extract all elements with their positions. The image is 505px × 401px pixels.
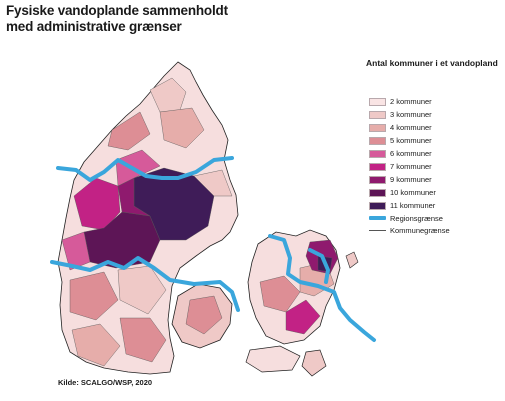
island-lolland	[245, 345, 301, 373]
legend-label: 7 kommuner	[390, 162, 432, 171]
legend-item: 3 kommuner	[369, 108, 436, 121]
jutland	[57, 61, 239, 375]
zealand-area-1	[259, 275, 301, 313]
legend-swatch	[369, 188, 386, 197]
legend-item: 4 kommuner	[369, 121, 436, 134]
legend-swatch	[369, 97, 386, 106]
legend-label: 6 kommuner	[390, 149, 432, 158]
area-north-1	[149, 77, 187, 113]
area-south-1	[69, 271, 119, 321]
legend-line-item: Kommunegrænse	[369, 224, 450, 236]
legend-label: 3 kommuner	[390, 110, 432, 119]
area-south-4	[119, 317, 167, 363]
legend-swatch	[369, 162, 386, 171]
funen-area	[185, 295, 223, 335]
region-border-zealand	[268, 234, 376, 342]
funen	[171, 283, 233, 349]
area-north-3	[159, 107, 205, 149]
legend-swatch	[369, 175, 386, 184]
region-border-south	[50, 256, 240, 312]
region-borders	[50, 156, 376, 342]
area-south-2	[117, 265, 167, 315]
legend-title: Antal kommuner i et vandopland	[366, 58, 498, 68]
region-border-sample	[369, 216, 386, 220]
legend-line-label: Regionsgrænse	[390, 213, 443, 223]
legend-swatch	[369, 136, 386, 145]
legend-line-item: Regionsgrænse	[369, 212, 450, 224]
municipal-border-sample	[369, 229, 386, 231]
zealand	[247, 229, 341, 345]
legend-lines: Regionsgrænse Kommunegrænse	[369, 212, 450, 236]
island-falster	[301, 349, 327, 377]
legend-swatch	[369, 123, 386, 132]
legend-item: 10 kommuner	[369, 186, 436, 199]
legend-label: 11 kommuner	[390, 201, 436, 210]
region-border-north	[56, 156, 234, 182]
source-credit: Kilde: SCALGO/WSP, 2020	[58, 378, 153, 387]
legend-item: 7 kommuner	[369, 160, 436, 173]
map-title-line-2: med administrative grænser	[6, 19, 182, 34]
legend-item: 6 kommuner	[369, 147, 436, 160]
legend-item: 5 kommuner	[369, 134, 436, 147]
island-east	[345, 251, 359, 269]
area-south-3	[71, 323, 121, 367]
area-6-west	[61, 231, 91, 271]
legend: 2 kommuner 3 kommuner 4 kommuner 5 kommu…	[369, 95, 436, 212]
area-7-north-central	[115, 149, 161, 187]
legend-swatch	[369, 201, 386, 210]
legend-item: 9 kommuner	[369, 173, 436, 186]
legend-item: 11 kommuner	[369, 199, 436, 212]
legend-swatch	[369, 110, 386, 119]
legend-label: 2 kommuner	[390, 97, 432, 106]
region-border-capital	[308, 248, 330, 284]
legend-label: 10 kommuner	[390, 188, 436, 197]
map-title-line-1: Fysiske vandoplande sammenholdt	[6, 3, 228, 18]
legend-swatch	[369, 149, 386, 158]
area-north-2	[107, 111, 151, 151]
legend-label: 5 kommuner	[390, 136, 432, 145]
legend-label: 4 kommuner	[390, 123, 432, 132]
legend-item: 2 kommuner	[369, 95, 436, 108]
zealand-area-2	[285, 299, 321, 335]
legend-label: 9 kommuner	[390, 175, 432, 184]
area-east-coast	[193, 169, 233, 197]
map-title: Fysiske vandoplande sammenholdt med admi…	[6, 3, 228, 35]
legend-line-label: Kommunegrænse	[390, 225, 450, 235]
